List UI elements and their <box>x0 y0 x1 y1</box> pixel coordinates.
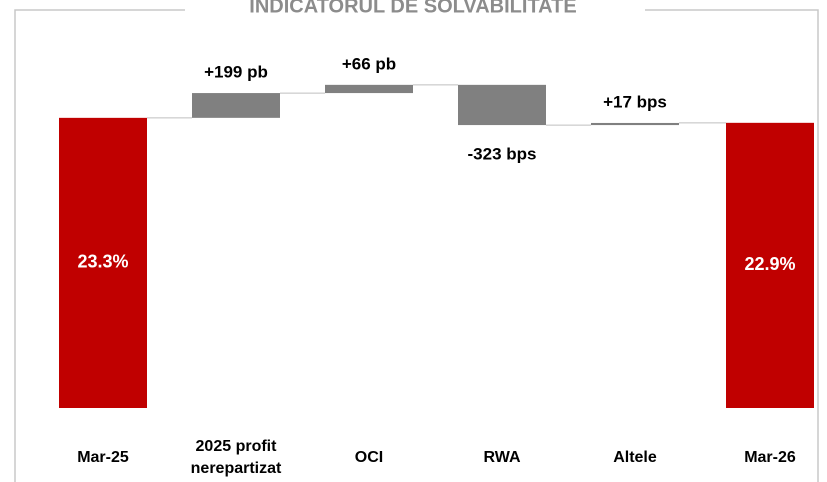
frame <box>645 9 819 482</box>
bar <box>726 122 814 408</box>
x-tick-label: RWA <box>483 449 521 466</box>
bar <box>591 122 679 126</box>
bar <box>59 117 147 408</box>
value-label: 22.9% <box>744 254 795 274</box>
x-tick-label: Mar-25 <box>77 449 129 466</box>
value-label: +17 bps <box>603 92 667 111</box>
value-label: 23.3% <box>77 252 128 272</box>
bar <box>325 84 413 94</box>
x-tick-label: OCI <box>354 449 384 466</box>
value-label: +66 pb <box>342 54 396 73</box>
x-tick-label: 2025 profit nerepartizat <box>190 438 282 477</box>
value-label: +199 pb <box>204 63 268 82</box>
chart-title: INDICATORUL DE SOLVABILITATE <box>249 0 576 17</box>
x-tick-label: Altele <box>613 449 657 466</box>
value-label: -323 bps <box>468 145 537 164</box>
x-tick-label: Mar-26 <box>744 449 796 466</box>
frame <box>14 9 185 482</box>
bar <box>192 93 280 118</box>
bar <box>458 84 546 126</box>
